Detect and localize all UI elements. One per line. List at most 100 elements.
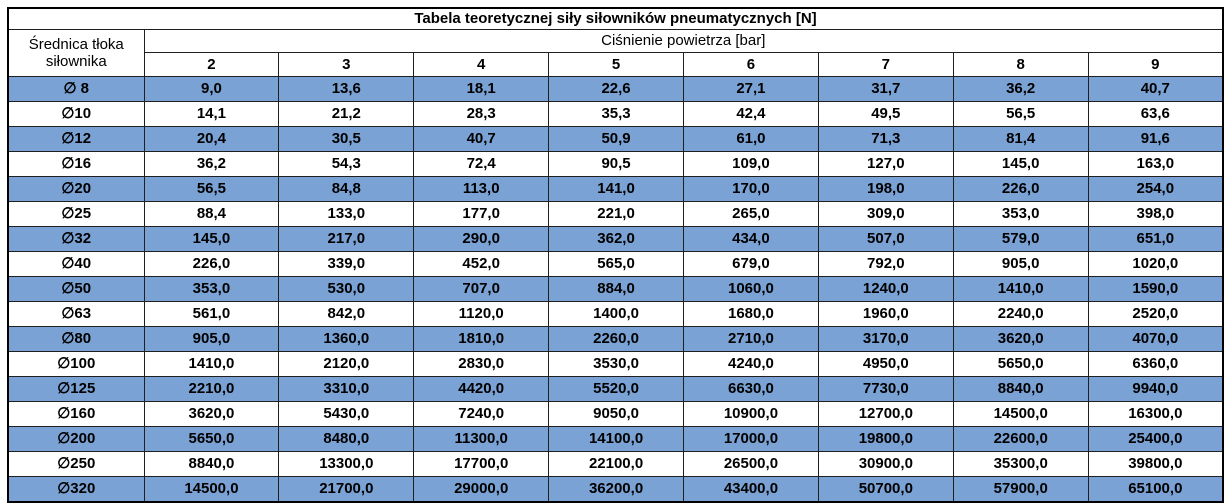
force-value-cell: 8840,0 [952, 376, 1089, 402]
force-value-cell: 1410,0 [143, 351, 280, 377]
table-title: Tabela teoretycznej siły siłowników pneu… [7, 7, 1224, 30]
force-value-cell: 1060,0 [683, 276, 819, 302]
force-value-cell: 362,0 [548, 226, 684, 252]
table-row: ∅125 2210,0 3310,0 4420,0 5520,0 6630,0 7730,0… [7, 376, 1224, 402]
force-value-cell: 71,3 [817, 126, 954, 152]
pressure-column-header: 5 [548, 52, 684, 77]
force-value-cell: 21700,0 [278, 476, 415, 503]
diameter-cell: ∅100 [7, 351, 145, 377]
diameter-column-header: Średnica tłoka siłownika [7, 29, 145, 77]
force-value-cell: 1590,0 [1087, 276, 1224, 302]
force-value-cell: 9940,0 [1087, 376, 1224, 402]
force-value-cell: 9,0 [143, 76, 280, 102]
force-value-cell: 19800,0 [817, 426, 954, 452]
force-value-cell: 42,4 [683, 101, 819, 127]
force-value-cell: 61,0 [683, 126, 819, 152]
force-value-cell: 63,6 [1087, 101, 1224, 127]
force-value-cell: 57900,0 [952, 476, 1089, 503]
force-value-cell: 2830,0 [413, 351, 550, 377]
force-value-cell: 170,0 [683, 176, 819, 202]
force-value-cell: 14500,0 [143, 476, 280, 503]
group-header-row: Średnica tłoka siłownika Ciśnienie powie… [7, 29, 1224, 77]
force-value-cell: 84,8 [278, 176, 415, 202]
force-value-cell: 141,0 [548, 176, 684, 202]
force-value-cell: 36,2 [952, 76, 1089, 102]
force-value-cell: 434,0 [683, 226, 819, 252]
force-value-cell: 1020,0 [1087, 251, 1224, 277]
force-value-cell: 88,4 [143, 201, 280, 227]
force-value-cell: 707,0 [413, 276, 550, 302]
diameter-cell: ∅250 [7, 451, 145, 477]
force-value-cell: 842,0 [278, 301, 415, 327]
diameter-cell: ∅40 [7, 251, 145, 277]
force-value-cell: 1360,0 [278, 326, 415, 352]
force-value-cell: 7240,0 [413, 401, 550, 427]
force-value-cell: 145,0 [143, 226, 280, 252]
diameter-cell: ∅10 [7, 101, 145, 127]
force-value-cell: 31,7 [817, 76, 954, 102]
force-value-cell: 40,7 [1087, 76, 1224, 102]
force-value-cell: 221,0 [548, 201, 684, 227]
force-value-cell: 792,0 [817, 251, 954, 277]
table-row: ∅32 145,0 217,0 290,0 362,0 434,0 507,0 579,0 65… [7, 226, 1224, 252]
pneumatic-force-table: Tabela teoretycznej siły siłowników pneu… [7, 7, 1224, 503]
force-value-cell: 2520,0 [1087, 301, 1224, 327]
force-value-cell: 1240,0 [817, 276, 954, 302]
force-value-cell: 3170,0 [817, 326, 954, 352]
diameter-cell: ∅160 [7, 401, 145, 427]
table-row: ∅250 8840,0 13300,0 17700,0 22100,0 26500,0 30… [7, 451, 1224, 477]
diameter-cell: ∅25 [7, 201, 145, 227]
force-value-cell: 2210,0 [143, 376, 280, 402]
force-value-cell: 507,0 [817, 226, 954, 252]
force-value-cell: 884,0 [548, 276, 684, 302]
force-value-cell: 226,0 [952, 176, 1089, 202]
force-value-cell: 1960,0 [817, 301, 954, 327]
force-value-cell: 339,0 [278, 251, 415, 277]
force-value-cell: 14500,0 [952, 401, 1089, 427]
force-value-cell: 26500,0 [683, 451, 819, 477]
force-value-cell: 14100,0 [548, 426, 684, 452]
force-value-cell: 145,0 [952, 151, 1089, 177]
diameter-cell: ∅63 [7, 301, 145, 327]
force-value-cell: 17700,0 [413, 451, 550, 477]
force-value-cell: 17000,0 [683, 426, 819, 452]
force-value-cell: 36200,0 [548, 476, 684, 503]
force-value-cell: 3310,0 [278, 376, 415, 402]
force-value-cell: 21,2 [278, 101, 415, 127]
force-value-cell: 1810,0 [413, 326, 550, 352]
force-value-cell: 6630,0 [683, 376, 819, 402]
force-value-cell: 12700,0 [817, 401, 954, 427]
force-value-cell: 10900,0 [683, 401, 819, 427]
table-row: ∅16 36,2 54,3 72,4 90,5 109,0 127,0 145,0 163,0 [7, 151, 1224, 177]
force-value-cell: 27,1 [683, 76, 819, 102]
table-row: ∅320 14500,0 21700,0 29000,0 36200,0 43400,0 5… [7, 476, 1224, 503]
force-value-cell: 127,0 [817, 151, 954, 177]
force-value-cell: 22600,0 [952, 426, 1089, 452]
force-value-cell: 36,2 [143, 151, 280, 177]
force-value-cell: 905,0 [952, 251, 1089, 277]
force-value-cell: 8480,0 [278, 426, 415, 452]
force-value-cell: 163,0 [1087, 151, 1224, 177]
diameter-cell: ∅12 [7, 126, 145, 152]
force-value-cell: 39800,0 [1087, 451, 1224, 477]
force-value-cell: 452,0 [413, 251, 550, 277]
diameter-cell: ∅32 [7, 226, 145, 252]
force-value-cell: 56,5 [952, 101, 1089, 127]
force-value-cell: 2120,0 [278, 351, 415, 377]
force-value-cell: 530,0 [278, 276, 415, 302]
table-row: ∅50 353,0 530,0 707,0 884,0 1060,0 1240,0 1410,… [7, 276, 1224, 302]
table-row: ∅40 226,0 339,0 452,0 565,0 679,0 792,0 905,0 10… [7, 251, 1224, 277]
table-row: ∅12 20,4 30,5 40,7 50,9 61,0 71,3 81,4 91,6 [7, 126, 1224, 152]
table-row: ∅100 1410,0 2120,0 2830,0 3530,0 4240,0 4950,0… [7, 351, 1224, 377]
force-value-cell: 40,7 [413, 126, 550, 152]
force-value-cell: 35300,0 [952, 451, 1089, 477]
force-value-cell: 30,5 [278, 126, 415, 152]
force-value-cell: 43400,0 [683, 476, 819, 503]
force-value-cell: 5650,0 [143, 426, 280, 452]
force-value-cell: 133,0 [278, 201, 415, 227]
force-value-cell: 20,4 [143, 126, 280, 152]
pressure-column-header: 2 [143, 52, 280, 77]
pressure-column-header: 8 [952, 52, 1089, 77]
pressure-column-header: 6 [683, 52, 819, 77]
